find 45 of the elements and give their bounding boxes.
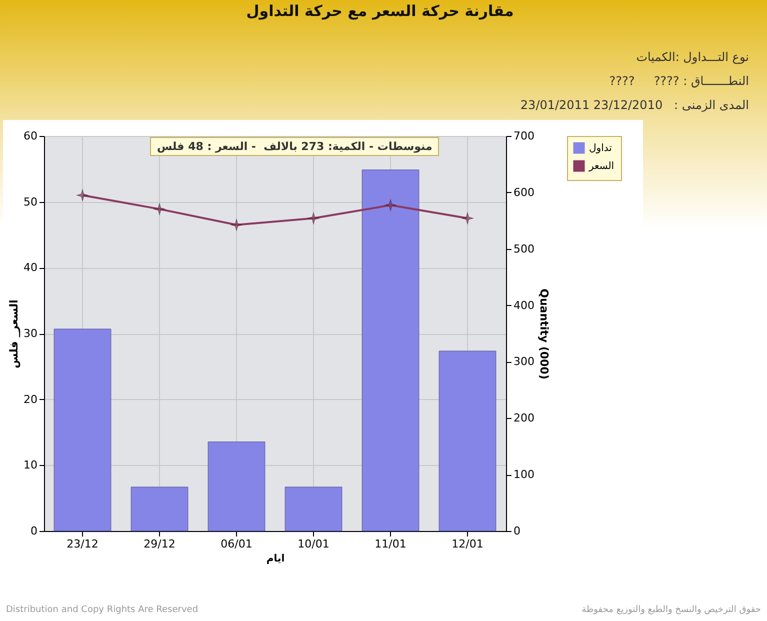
x-axis-title: ايام bbox=[266, 554, 285, 564]
point bbox=[462, 212, 474, 224]
y2-axis-title: Quantity (000) bbox=[537, 288, 550, 380]
y2-tick-label: 700 bbox=[514, 130, 534, 142]
y2-tick-label: 100 bbox=[514, 468, 534, 482]
bar bbox=[284, 486, 342, 532]
x-tick-label: 06/01 bbox=[220, 538, 252, 550]
y-tick-label: 40 bbox=[24, 261, 38, 274]
y2-tick-label: 400 bbox=[514, 298, 534, 312]
text: Distribution and Copy Rights Are Reserved bbox=[6, 605, 198, 615]
text: نوع التـــداول :الكميات bbox=[636, 50, 749, 64]
chart-title: مقارنة حركة السعر مع حركة التداول bbox=[245, 2, 515, 20]
y2-tick-label: 300 bbox=[514, 355, 534, 368]
point bbox=[76, 190, 88, 201]
y2-tick-label: 200 bbox=[514, 412, 534, 425]
y2-tick-label: 500 bbox=[514, 242, 534, 256]
point bbox=[154, 203, 166, 215]
y-axis-title: السعر_ فلس bbox=[8, 300, 21, 368]
x-tick-label: 10/01 bbox=[298, 538, 330, 550]
y-tick-label: 50 bbox=[24, 195, 38, 208]
y-tick-label: 10 bbox=[24, 458, 38, 472]
x-tick-label: 11/01 bbox=[374, 538, 406, 550]
x-tick-label: 12/01 bbox=[452, 538, 484, 550]
point bbox=[230, 219, 242, 230]
text: النطـــــــاق : ???? ???? bbox=[609, 74, 749, 88]
text: حقوق الترخيص والنسخ والطبع والتوزيع محفوظة bbox=[582, 605, 761, 615]
bar bbox=[438, 350, 496, 532]
x-tick-label: 29/12 bbox=[144, 538, 176, 550]
legend-label: السعر bbox=[588, 161, 614, 172]
y-tick-label: 60 bbox=[24, 130, 38, 142]
y-tick-label: 30 bbox=[24, 327, 38, 340]
text: المدى الزمنى : 23/12/2010 23/01/2011 bbox=[520, 98, 749, 112]
point bbox=[308, 212, 320, 224]
bar bbox=[130, 486, 188, 532]
bar bbox=[362, 170, 420, 532]
legend-label: تداول bbox=[589, 143, 612, 154]
x-tick-label: 23/12 bbox=[66, 538, 98, 550]
point bbox=[384, 200, 396, 211]
y2-tick-label: 0 bbox=[514, 524, 520, 538]
bar bbox=[54, 328, 112, 532]
y-tick-label: 20 bbox=[24, 392, 38, 406]
y-tick-label: 0 bbox=[30, 524, 38, 538]
annotation: منوسطات - الكمية: 273 بالالف - السعر : 48 فلس bbox=[150, 137, 440, 156]
bar bbox=[208, 442, 266, 532]
y2-tick-label: 600 bbox=[514, 186, 534, 199]
